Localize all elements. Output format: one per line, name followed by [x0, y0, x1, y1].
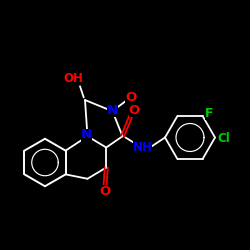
Text: NH: NH — [132, 141, 152, 154]
Text: Cl: Cl — [217, 132, 230, 145]
Text: O: O — [128, 104, 140, 117]
Text: O: O — [125, 91, 136, 104]
Text: N: N — [81, 128, 92, 141]
Text: OH: OH — [64, 72, 84, 85]
Text: O: O — [100, 185, 110, 198]
Text: N: N — [107, 104, 118, 117]
Text: F: F — [205, 107, 214, 120]
